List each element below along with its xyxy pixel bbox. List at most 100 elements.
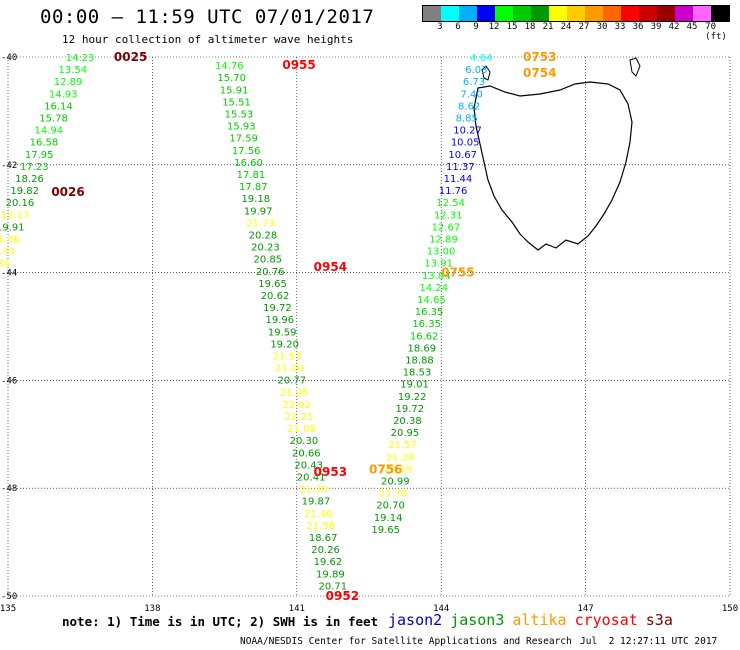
wave-height-value: 18.53 (403, 368, 432, 379)
longitude-tick-label: 144 (433, 604, 449, 612)
wave-height-value: 20.71 (318, 581, 347, 592)
wave-height-value: 16.14 (44, 101, 73, 112)
color-swatch (477, 6, 495, 21)
wave-height-value: 8.85 (456, 114, 478, 125)
wave-height-value: 21.00 (275, 364, 304, 375)
satellite-legend-jason3: jason3 (450, 611, 505, 629)
color-scale-tick: 36 (632, 22, 644, 32)
wave-height-value: 22.21 (285, 412, 314, 423)
wave-height-value: 19.59 (268, 327, 297, 338)
wave-height-value: 21.53 (273, 351, 302, 362)
wave-height-value: 17.23 (20, 162, 49, 173)
color-scale-tick: 70 (ft) (705, 22, 727, 42)
color-scale-tick: 27 (578, 22, 590, 32)
wave-height-value: 18.88 (405, 356, 434, 367)
wave-height-value: 20.95 (391, 428, 420, 439)
wave-height-value: 21.56 (306, 521, 335, 532)
wave-height-value: 4.64 (470, 53, 492, 64)
color-scale-tick: 6 (455, 22, 461, 32)
wave-height-value: 19.72 (395, 404, 424, 415)
wave-height-map: 135 138 141 144 147 150 -40 -42 -44 -46 -48 -50 14.… (0, 50, 738, 612)
wave-height-value: 18.26 (15, 174, 44, 185)
color-scale-labels: 3 6 9 12 15 18 21 24 27 30 33 36 39 42 45 70 (ft) (422, 22, 728, 42)
wave-height-value: 19.62 (314, 557, 343, 568)
wave-height-value: 21.08 (287, 424, 316, 435)
satellite-legend-s3a: s3a (645, 611, 673, 629)
pass-time-label: 0955 (282, 58, 315, 72)
color-scale-tick: 39 (650, 22, 662, 32)
longitude-tick-label: 135 (0, 604, 16, 612)
king-island-coastline (481, 65, 491, 81)
pass-time-label: 0953 (314, 465, 347, 479)
wave-height-value: 21.84 (0, 259, 10, 270)
color-scale-tick: 24 (560, 22, 572, 32)
wave-height-value: 21.30 (299, 485, 328, 496)
color-scale-tick: 18 (524, 22, 536, 32)
wave-height-value: 19.18 (241, 194, 270, 205)
pass-time-label: 0954 (314, 260, 347, 274)
color-swatch (585, 6, 603, 21)
color-swatch (675, 6, 693, 21)
color-swatch (495, 6, 513, 21)
wave-height-value: 20.66 (292, 448, 321, 459)
satellite-legend: jason2 jason3 altika cryosat s3a (388, 611, 681, 629)
wave-height-value: 17.95 (25, 150, 54, 161)
wave-height-value: 20.62 (261, 291, 290, 302)
wave-height-value: 6.03 (465, 65, 487, 76)
wave-height-value: 21.57 (388, 440, 417, 451)
wave-height-value: 14.93 (49, 89, 78, 100)
wave-height-value: 19.97 (244, 206, 273, 217)
color-scale-tick: 30 (596, 22, 608, 32)
wave-height-value: 14.23 (66, 53, 95, 64)
longitude-tick-label: 141 (289, 604, 305, 612)
wave-height-value: 12.67 (432, 222, 461, 233)
wave-height-value: 14.94 (34, 126, 63, 137)
credit-line: NOAA/NESDIS Center for Satellite Applica… (240, 636, 572, 647)
wave-height-value: 14.24 (420, 283, 449, 294)
wave-height-value: 19.14 (374, 513, 403, 524)
flinders-island-coastline (629, 57, 641, 77)
color-scale-tick: 9 (473, 22, 479, 32)
pass-time-label: 0952 (326, 589, 359, 603)
pass-time-label: 0755 (441, 266, 474, 280)
color-swatch (603, 6, 621, 21)
wave-height-value: 13.91 (424, 259, 453, 270)
wave-height-value: 21.46 (304, 509, 333, 520)
wave-height-value: 19.01 (400, 380, 429, 391)
wave-height-value: 16.60 (234, 158, 263, 169)
latitude-tick-label: -44 (1, 269, 17, 279)
wave-height-value: 12.31 (434, 210, 463, 221)
wave-height-value: 15.93 (227, 122, 256, 133)
color-swatch (621, 6, 639, 21)
graticule (7, 56, 731, 597)
latitude-tick-label: -46 (1, 376, 17, 386)
pass-time-label: 0756 (369, 462, 402, 476)
wave-height-value: 17.56 (232, 146, 261, 157)
wave-height-value: 19.20 (270, 339, 299, 350)
wave-height-value: 22.17 (1, 210, 30, 221)
wave-height-value: 19.91 (0, 222, 25, 233)
color-scale-tick: 15 (506, 22, 518, 32)
wave-height-readings: 14.2313.5412.8914.9316.1415.7814.9416.58… (0, 53, 492, 592)
wave-height-value: 20.99 (381, 477, 410, 488)
map-subtitle: 12 hour collection of altimeter wave hei… (62, 33, 354, 46)
wave-height-value: 14.65 (417, 295, 446, 306)
wave-height-value: 20.30 (290, 436, 319, 447)
color-swatch (549, 6, 567, 21)
wave-height-value: 15.78 (39, 114, 68, 125)
wave-height-value: 13.00 (427, 247, 456, 258)
wave-height-value: 18.67 (309, 533, 338, 544)
wave-height-value: 15.91 (220, 85, 249, 96)
wave-height-value: 16.58 (30, 138, 59, 149)
wave-height-value: 20.16 (6, 198, 35, 209)
wave-height-value: 19.89 (316, 569, 345, 580)
wave-height-value: 19.72 (263, 303, 292, 314)
color-swatch (639, 6, 657, 21)
wave-height-value: 16.62 (410, 331, 439, 342)
wave-height-value: 16.35 (412, 319, 441, 330)
wave-height-value: 20.77 (278, 376, 307, 387)
color-scale-tick: 21 (542, 22, 554, 32)
pass-time-label: 0753 (523, 50, 556, 64)
color-swatch (531, 6, 549, 21)
wave-height-value: 19.82 (10, 186, 39, 197)
